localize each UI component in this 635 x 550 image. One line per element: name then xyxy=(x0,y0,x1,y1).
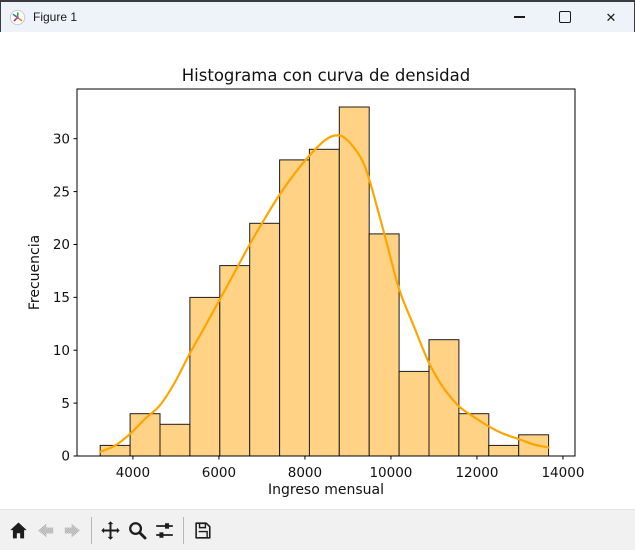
maximize-icon xyxy=(559,11,571,23)
save-floppy-icon xyxy=(195,521,211,539)
title-bar[interactable]: Figure 1 ✕ xyxy=(0,2,635,32)
histogram-bars xyxy=(99,106,550,457)
maximize-button[interactable] xyxy=(542,2,588,32)
x-tick-label: 6000 xyxy=(202,465,236,481)
forward-arrow-icon xyxy=(64,523,80,537)
histogram-bar xyxy=(189,296,221,457)
close-icon: ✕ xyxy=(605,9,617,25)
close-button[interactable]: ✕ xyxy=(588,2,634,32)
density-curve xyxy=(99,134,550,453)
histogram-bar xyxy=(279,159,311,457)
home-button[interactable] xyxy=(5,514,32,546)
histogram-bar xyxy=(398,370,430,457)
configure-subplots-button[interactable] xyxy=(151,514,178,546)
y-tick-label: 20 xyxy=(53,237,70,253)
axes-spines xyxy=(76,88,576,457)
pan-button[interactable] xyxy=(97,514,124,546)
y-tick-label: 5 xyxy=(61,396,70,412)
histogram-bar xyxy=(219,265,251,457)
x-tick-label: 8000 xyxy=(288,465,322,481)
histogram-bar xyxy=(368,233,400,457)
histogram-bar xyxy=(249,222,281,457)
minimize-button[interactable] xyxy=(496,2,542,32)
y-tick-label: 15 xyxy=(53,290,70,306)
navigation-toolbar xyxy=(0,509,635,550)
y-axis-label: Frecuencia xyxy=(27,235,43,310)
histogram-bar xyxy=(338,106,370,457)
x-tick-label: 10000 xyxy=(369,465,412,481)
y-tick-label: 10 xyxy=(53,343,70,359)
x-axis-label: Ingreso mensual xyxy=(268,482,384,498)
y-tick-label: 30 xyxy=(53,131,70,147)
toolbar-separator xyxy=(183,516,184,544)
histogram-bar xyxy=(458,413,490,457)
histogram-bar xyxy=(428,339,460,457)
pan-move-icon xyxy=(101,520,120,540)
toolbar-separator xyxy=(91,516,92,544)
back-button[interactable] xyxy=(32,514,59,546)
histogram-chart: 4000 6000 8000 10000 12000 14000 0 5 10 15 20 25 30 H… xyxy=(27,66,584,498)
x-axis: 4000 6000 8000 10000 12000 14000 xyxy=(116,456,584,481)
figure-canvas[interactable]: 4000 6000 8000 10000 12000 14000 0 5 10 15 20 25 30 H… xyxy=(0,32,635,509)
y-tick-label: 0 xyxy=(61,449,70,465)
back-arrow-icon xyxy=(38,523,54,537)
histogram-bar xyxy=(308,148,340,457)
x-tick-label: 4000 xyxy=(116,465,150,481)
zoom-button[interactable] xyxy=(124,514,151,546)
histogram-bar xyxy=(159,423,191,457)
magnifier-icon xyxy=(129,521,147,539)
chart-title: Histograma con curva de densidad xyxy=(182,66,470,85)
forward-button[interactable] xyxy=(59,514,86,546)
y-axis: 0 5 10 15 20 25 30 xyxy=(53,131,77,465)
x-tick-label: 14000 xyxy=(541,465,584,481)
sliders-icon xyxy=(156,522,173,538)
window-controls: ✕ xyxy=(496,2,634,32)
save-button[interactable] xyxy=(189,514,216,546)
home-icon xyxy=(10,521,27,538)
x-tick-label: 12000 xyxy=(455,465,498,481)
matplotlib-logo-icon xyxy=(9,9,26,25)
y-tick-label: 25 xyxy=(53,184,70,200)
window-title: Figure 1 xyxy=(33,10,78,24)
minimize-icon xyxy=(513,16,525,18)
histogram-bar xyxy=(488,444,520,457)
